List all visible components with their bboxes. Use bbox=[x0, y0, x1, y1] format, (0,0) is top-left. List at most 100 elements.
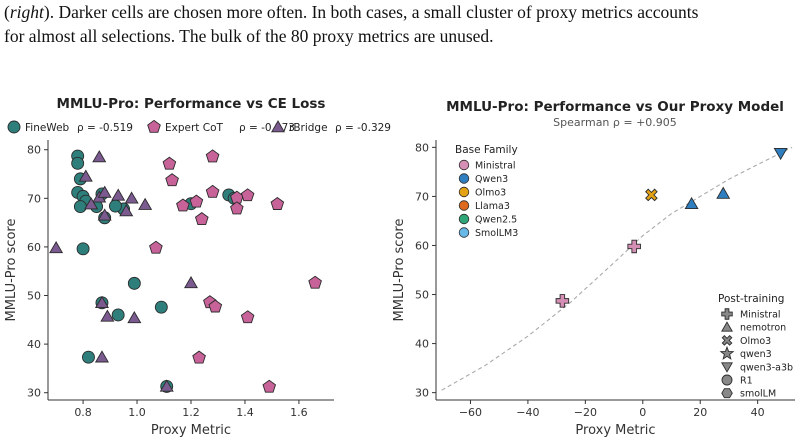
left-legend-item: FineWeb ρ = -0.519 bbox=[7, 120, 133, 134]
legend-rho: ρ = -0.273 bbox=[239, 122, 295, 134]
data-point bbox=[162, 156, 177, 170]
data-point bbox=[165, 173, 179, 187]
data-point bbox=[308, 275, 322, 289]
data-point bbox=[240, 310, 255, 324]
trend-line bbox=[441, 146, 793, 391]
data-point bbox=[555, 294, 570, 308]
data-point bbox=[645, 188, 658, 202]
data-point bbox=[124, 191, 139, 204]
series-expert-cot bbox=[149, 149, 322, 393]
data-point bbox=[111, 308, 125, 322]
legend-label: Expert CoT bbox=[165, 122, 224, 134]
data-point bbox=[189, 194, 204, 208]
y-axis-label: MMLU-Pro score bbox=[4, 219, 19, 322]
data-point bbox=[192, 350, 206, 364]
x-axis-label: Proxy Metric bbox=[151, 423, 231, 438]
right-chart-subtitle: Spearman ρ = +0.905 bbox=[553, 116, 677, 129]
x-tick-label: −40 bbox=[516, 406, 539, 419]
data-point bbox=[176, 198, 190, 212]
x-tick-label: 1.2 bbox=[182, 406, 200, 419]
legend-rho: ρ = -0.519 bbox=[77, 122, 133, 134]
legend-marker bbox=[7, 120, 21, 134]
legend-title: Post-training bbox=[718, 293, 784, 305]
data-point bbox=[97, 185, 112, 198]
legend-post-training: Post-training Ministral nemotron Olmo3 qwen3… bbox=[718, 293, 793, 400]
data-point bbox=[127, 311, 142, 324]
data-point bbox=[84, 197, 99, 210]
x-tick-label: 1.0 bbox=[128, 406, 146, 419]
legend-label: nemotron bbox=[740, 323, 786, 334]
legend-marker bbox=[271, 120, 285, 133]
data-point bbox=[205, 184, 220, 198]
data-point bbox=[76, 242, 90, 256]
x-tick-label: 20 bbox=[693, 406, 707, 419]
legend-marker bbox=[721, 308, 733, 320]
x-tick-label: 0.8 bbox=[74, 406, 92, 419]
legend-swatch bbox=[458, 213, 470, 225]
series-rbridge bbox=[49, 150, 198, 392]
legend-label: smolLM bbox=[740, 389, 776, 400]
caption-line-2: for almost all selections. The bulk of t… bbox=[4, 26, 494, 46]
x-tick-label: 1.6 bbox=[290, 406, 308, 419]
legend-label: qwen3-a3b bbox=[740, 362, 793, 373]
data-point bbox=[627, 239, 641, 254]
caption-line-1-text: ). Darker cells are chosen more often. I… bbox=[43, 2, 699, 22]
data-point bbox=[78, 169, 93, 182]
data-point bbox=[97, 208, 112, 221]
y-tick-label: 80 bbox=[415, 141, 429, 154]
legend-marker bbox=[721, 388, 733, 399]
data-point bbox=[109, 199, 122, 213]
data-point bbox=[205, 149, 220, 163]
legend-label: Qwen2.5 bbox=[475, 215, 517, 226]
data-point bbox=[159, 379, 174, 392]
legend-label: Llama3 bbox=[475, 201, 510, 212]
y-tick-label: 40 bbox=[27, 338, 41, 351]
y-axis-label: MMLU-Pro score bbox=[392, 219, 407, 322]
data-point bbox=[94, 350, 109, 363]
caption-right-word: right bbox=[9, 2, 44, 22]
data-point bbox=[270, 196, 285, 210]
x-tick-label: 0 bbox=[639, 406, 646, 419]
right-chart-title: MMLU-Pro: Performance vs Our Proxy Model bbox=[446, 99, 784, 115]
data-point bbox=[82, 350, 95, 364]
y-tick-label: 30 bbox=[415, 387, 429, 400]
legend-marker bbox=[147, 119, 161, 133]
data-point bbox=[716, 186, 731, 199]
data-point bbox=[149, 240, 163, 254]
y-tick-label: 70 bbox=[415, 190, 429, 203]
x-tick-label: 1.4 bbox=[236, 406, 254, 419]
y-tick-label: 60 bbox=[415, 239, 429, 252]
legend-marker bbox=[721, 321, 733, 332]
left-chart: 30 40 50 60 70 80 0.8 1.0 1.2 1.4 1.6 Proxy Metric M… bbox=[4, 96, 391, 438]
legend-label: rBridge bbox=[289, 122, 328, 134]
legend-label: SmolLM3 bbox=[475, 228, 518, 239]
legend-label: Ministral bbox=[740, 310, 781, 321]
data-point bbox=[184, 275, 198, 289]
data-point bbox=[194, 212, 209, 226]
data-point bbox=[262, 379, 277, 393]
legend-label: Ministral bbox=[475, 161, 516, 172]
legend-swatch bbox=[458, 227, 470, 238]
legend-label: FineWeb bbox=[25, 122, 70, 134]
caption-line-1: (right). Darker cells are chosen more of… bbox=[4, 0, 800, 24]
data-point bbox=[127, 276, 141, 290]
legend-marker bbox=[721, 362, 733, 373]
legend-label: Olmo3 bbox=[475, 188, 506, 199]
series-fineweb bbox=[71, 149, 241, 393]
legend-swatch bbox=[458, 173, 470, 184]
y-tick-label: 40 bbox=[415, 338, 429, 351]
y-tick-label: 50 bbox=[415, 289, 429, 302]
data-point bbox=[138, 197, 153, 210]
data-point bbox=[94, 295, 109, 309]
data-point bbox=[73, 200, 87, 214]
legend-marker bbox=[721, 334, 733, 346]
data-point bbox=[240, 188, 255, 202]
legend-base-family: Base Family Ministral Qwen3 Olmo3 Llama3 Qwen… bbox=[455, 144, 518, 239]
data-point bbox=[71, 156, 85, 170]
y-tick-label: 30 bbox=[27, 387, 41, 400]
legend-label: Olmo3 bbox=[740, 336, 771, 347]
legend-swatch bbox=[458, 200, 470, 211]
right-chart: 30 40 50 60 70 80 −60 −40 −20 0 20 40 Proxy Metric MM… bbox=[392, 99, 795, 438]
y-tick-label: 50 bbox=[27, 290, 41, 303]
